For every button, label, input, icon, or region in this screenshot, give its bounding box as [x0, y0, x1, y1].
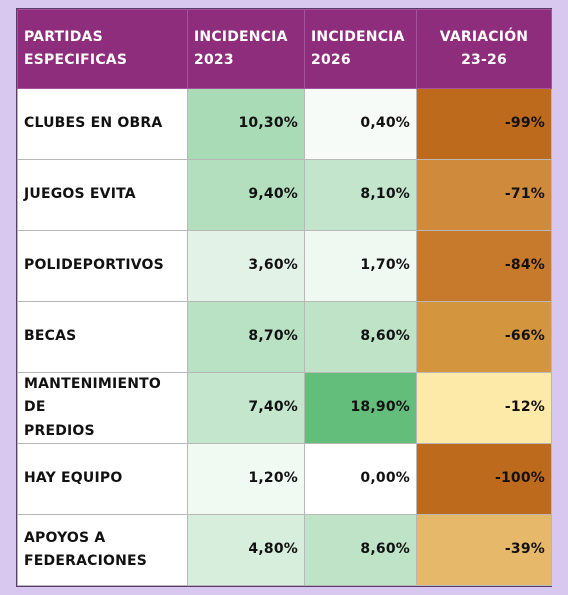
- header-variacion-line2: 23-26: [461, 52, 507, 68]
- table-row: CLUBES EN OBRA 10,30% 0,40% -99%: [17, 88, 552, 160]
- cell-incidencia-2026: 0,00%: [304, 443, 417, 515]
- cell-variacion: -99%: [416, 88, 552, 160]
- table-row: BECAS 8,70% 8,60% -66%: [17, 301, 552, 373]
- header-incidencia-2026: INCIDENCIA 2026: [304, 9, 417, 89]
- partidas-table: PARTIDAS ESPECIFICAS INCIDENCIA 2023 INCID…: [17, 9, 552, 586]
- cell-variacion: -39%: [416, 514, 552, 586]
- row-name-line1: HAY EQUIPO: [24, 470, 123, 487]
- row-name-line1: MANTENIMIENTO DE: [24, 376, 161, 416]
- row-name: APOYOS A FEDERACIONES: [17, 514, 188, 586]
- cell-variacion: -71%: [416, 159, 552, 231]
- header-incidencia-2023: INCIDENCIA 2023: [187, 9, 305, 89]
- header-inc2026-line1: INCIDENCIA: [311, 28, 405, 45]
- row-name: BECAS: [17, 301, 188, 373]
- header-partidas: PARTIDAS ESPECIFICAS: [17, 9, 188, 89]
- header-inc2026-line2: 2026: [311, 52, 351, 68]
- cell-incidencia-2026: 8,60%: [304, 301, 417, 373]
- row-name-line1: APOYOS A: [24, 529, 106, 546]
- table-row: MANTENIMIENTO DE PREDIOS 7,40% 18,90% -12…: [17, 372, 552, 444]
- cell-variacion: -12%: [416, 372, 552, 444]
- cell-incidencia-2023: 7,40%: [187, 372, 305, 444]
- cell-incidencia-2026: 1,70%: [304, 230, 417, 302]
- cell-incidencia-2026: 8,60%: [304, 514, 417, 586]
- row-name-line1: POLIDEPORTIVOS: [24, 257, 164, 274]
- row-name: MANTENIMIENTO DE PREDIOS: [17, 372, 188, 444]
- cell-incidencia-2023: 3,60%: [187, 230, 305, 302]
- row-name: CLUBES EN OBRA: [17, 88, 188, 160]
- row-name: HAY EQUIPO: [17, 443, 188, 515]
- cell-variacion: -100%: [416, 443, 552, 515]
- header-inc2023-line1: INCIDENCIA: [194, 28, 288, 45]
- row-name: JUEGOS EVITA: [17, 159, 188, 231]
- row-name-line1: CLUBES EN OBRA: [24, 115, 163, 132]
- header-row: PARTIDAS ESPECIFICAS INCIDENCIA 2023 INCID…: [17, 9, 552, 89]
- header-variacion-line1: VARIACIÓN: [439, 28, 529, 45]
- cell-variacion: -84%: [416, 230, 552, 302]
- header-partidas-line1: PARTIDAS: [24, 28, 103, 45]
- cell-incidencia-2026: 0,40%: [304, 88, 417, 160]
- cell-variacion: -66%: [416, 301, 552, 373]
- cell-incidencia-2023: 1,20%: [187, 443, 305, 515]
- header-variacion: VARIACIÓN 23-26: [416, 9, 552, 89]
- cell-incidencia-2023: 4,80%: [187, 514, 305, 586]
- row-name-line2: PREDIOS: [24, 422, 95, 439]
- data-table-frame: PARTIDAS ESPECIFICAS INCIDENCIA 2023 INCID…: [16, 8, 552, 587]
- table-row: JUEGOS EVITA 9,40% 8,10% -71%: [17, 159, 552, 231]
- row-name-line1: BECAS: [24, 328, 77, 345]
- cell-incidencia-2023: 10,30%: [187, 88, 305, 160]
- cell-incidencia-2023: 8,70%: [187, 301, 305, 373]
- cell-incidencia-2023: 9,40%: [187, 159, 305, 231]
- header-partidas-line2: ESPECIFICAS: [24, 52, 128, 68]
- header-inc2023-line2: 2023: [194, 52, 234, 68]
- row-name-line2: FEDERACIONES: [24, 553, 148, 569]
- table-row: APOYOS A FEDERACIONES 4,80% 8,60% -39%: [17, 514, 552, 586]
- table-row: POLIDEPORTIVOS 3,60% 1,70% -84%: [17, 230, 552, 302]
- cell-incidencia-2026: 8,10%: [304, 159, 417, 231]
- row-name: POLIDEPORTIVOS: [17, 230, 188, 302]
- cell-incidencia-2026: 18,90%: [304, 372, 417, 444]
- row-name-line1: JUEGOS EVITA: [24, 186, 136, 203]
- table-row: HAY EQUIPO 1,20% 0,00% -100%: [17, 443, 552, 515]
